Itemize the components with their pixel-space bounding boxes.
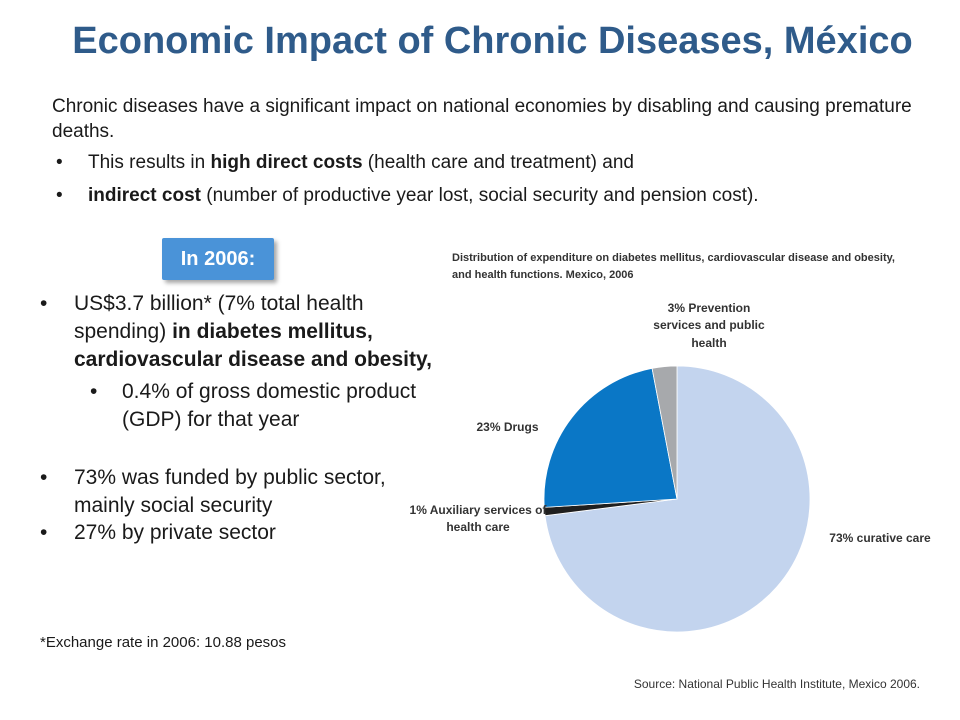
spending-bullet: US$3.7 billion* (7% total health spendin… <box>38 290 433 374</box>
cost-bullets: This results in high direct costs (healt… <box>52 151 912 216</box>
private-funding-bullet: 27% by private sector <box>38 519 433 547</box>
intro-text: Chronic diseases have a significant impa… <box>52 96 912 142</box>
indirect-cost-bold: indirect cost <box>88 184 201 206</box>
pie-slices <box>543 365 811 633</box>
year-badge: In 2006: <box>162 238 274 280</box>
slice-label-prevention: 3% Prevention services and public health <box>653 301 765 350</box>
spending-pre: US$3.7 billion* (7% total health spendin… <box>74 292 364 343</box>
indirect-cost-bullet: indirect cost (number of productive year… <box>52 184 912 209</box>
public-funding-bullet: 73% was funded by public sector, mainly … <box>38 464 433 520</box>
pie-slice-drugs <box>543 367 678 508</box>
slice-label-auxiliary-services: 1% Auxiliary services of health care <box>409 503 547 535</box>
page-title: Economic Impact of Chronic Diseases, Méx… <box>72 20 913 62</box>
direct-cost-pre: This results in <box>88 152 211 173</box>
gdp-sub-bullet: 0.4% of gross domestic product (GDP) for… <box>38 378 433 434</box>
direct-cost-bold: high direct costs <box>210 152 363 173</box>
spending-bullets: US$3.7 billion* (7% total health spendin… <box>38 290 433 547</box>
source-note: Source: National Public Health Institute… <box>633 677 920 691</box>
pie-slice-curative-care <box>544 365 811 633</box>
spending-bold: in diabetes mellitus, cardiovascular dis… <box>74 319 432 371</box>
slice-label-curative-care: 73% curative care <box>829 531 931 545</box>
indirect-cost-post: (number of productive year lost, social … <box>200 184 759 206</box>
pie-slice-prevention <box>651 365 678 500</box>
direct-cost-bullet: This results in high direct costs (healt… <box>52 151 912 176</box>
direct-cost-post: (health care and treatment) and <box>362 152 634 173</box>
chart-title: Distribution of expenditure on diabetes … <box>452 252 895 282</box>
slice-label-drugs: 23% Drugs <box>476 420 539 434</box>
exchange-rate-footnote: *Exchange rate in 2006: 10.88 pesos <box>40 634 287 651</box>
